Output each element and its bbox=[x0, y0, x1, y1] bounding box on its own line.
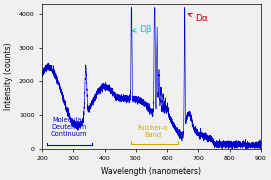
Text: Dα: Dα bbox=[188, 13, 208, 23]
Text: Dβ: Dβ bbox=[133, 25, 151, 34]
X-axis label: Wavelength (nanometers): Wavelength (nanometers) bbox=[101, 167, 201, 176]
Text: Fulcher-α
Band: Fulcher-α Band bbox=[138, 125, 168, 138]
Y-axis label: Intensity (counts): Intensity (counts) bbox=[4, 43, 13, 110]
Text: Molecular
Deuterium
Continuum: Molecular Deuterium Continuum bbox=[50, 117, 87, 137]
